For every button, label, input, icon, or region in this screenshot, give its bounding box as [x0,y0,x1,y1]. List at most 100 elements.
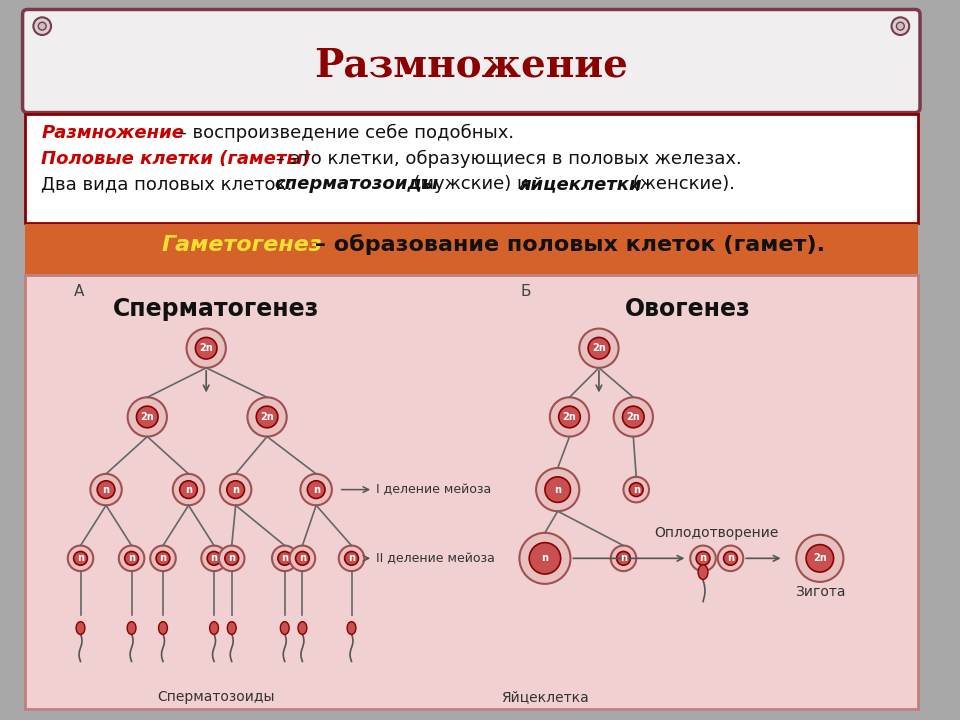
Circle shape [97,481,115,498]
Text: 2n: 2n [563,412,576,422]
Circle shape [616,552,631,565]
Text: – это клетки, образующиеся в половых железах.: – это клетки, образующиеся в половых жел… [270,149,742,168]
Circle shape [796,535,844,582]
Circle shape [545,477,570,503]
Text: сперматозоиды: сперматозоиды [274,175,438,193]
Ellipse shape [209,621,219,634]
Text: Гаметогенез: Гаметогенез [162,235,323,255]
Text: n: n [185,485,192,495]
Text: n: n [620,554,627,563]
Text: n: n [700,554,707,563]
Text: 2n: 2n [140,412,155,422]
Text: – образование половых клеток (гамет).: – образование половых клеток (гамет). [307,234,826,255]
Text: n: n [281,554,288,563]
Circle shape [225,552,239,565]
Circle shape [550,397,589,436]
Circle shape [696,552,709,565]
Circle shape [186,328,226,368]
Circle shape [219,546,245,571]
Ellipse shape [158,621,167,634]
Circle shape [128,397,167,436]
Circle shape [724,552,737,565]
Ellipse shape [127,621,136,634]
Circle shape [207,552,221,565]
Ellipse shape [348,621,356,634]
Text: яйцеклетки: яйцеклетки [519,175,642,193]
Ellipse shape [280,621,289,634]
Text: 2n: 2n [813,554,827,563]
Text: Два вида половых клеток:: Два вида половых клеток: [41,175,299,193]
Ellipse shape [76,621,84,634]
Ellipse shape [228,621,236,634]
Circle shape [68,546,93,571]
Circle shape [630,482,643,497]
Circle shape [339,546,364,571]
Circle shape [227,481,245,498]
Circle shape [519,533,570,584]
Circle shape [220,474,252,505]
Circle shape [119,546,144,571]
Circle shape [248,397,287,436]
FancyBboxPatch shape [25,114,918,222]
Ellipse shape [298,621,307,634]
Text: Сперматогенез: Сперматогенез [113,297,319,321]
Text: Яйцеклетка: Яйцеклетка [501,690,588,703]
Circle shape [588,338,610,359]
Text: n: n [103,485,109,495]
Circle shape [536,468,579,511]
Circle shape [300,474,332,505]
Text: 2n: 2n [592,343,606,354]
Circle shape [806,544,833,572]
Text: II деление мейоза: II деление мейоза [376,552,495,565]
Circle shape [74,552,87,565]
Circle shape [529,543,561,574]
Text: Сперматозоиды: Сперматозоиды [157,690,275,703]
Text: n: n [232,485,239,495]
Circle shape [125,552,138,565]
Text: Размножение: Размножение [314,47,628,84]
Circle shape [623,477,649,503]
Circle shape [690,546,716,571]
Circle shape [150,546,176,571]
Text: Оплодотворение: Оплодотворение [655,526,779,540]
Circle shape [897,22,904,30]
Circle shape [307,481,325,498]
Circle shape [579,328,618,368]
Text: n: n [541,554,548,563]
Circle shape [196,338,217,359]
Circle shape [202,546,227,571]
Circle shape [272,546,298,571]
Text: n: n [348,554,355,563]
Text: n: n [727,554,734,563]
Circle shape [290,546,315,571]
Circle shape [90,474,122,505]
Circle shape [296,552,309,565]
Circle shape [613,397,653,436]
Text: Овогенез: Овогенез [624,297,750,321]
Text: I деление мейоза: I деление мейоза [376,484,492,497]
Circle shape [559,406,580,428]
Circle shape [173,474,204,505]
Text: n: n [210,554,218,563]
Circle shape [622,406,644,428]
Circle shape [718,546,743,571]
FancyBboxPatch shape [25,274,918,708]
Text: (женские).: (женские). [628,175,735,193]
Text: Б: Б [520,284,531,300]
Text: n: n [128,554,135,563]
Circle shape [892,17,909,35]
Text: n: n [77,554,84,563]
FancyBboxPatch shape [25,223,918,274]
Circle shape [180,481,198,498]
Circle shape [34,17,51,35]
Text: n: n [633,485,639,495]
Text: n: n [299,554,306,563]
Text: n: n [554,485,562,495]
Circle shape [345,552,358,565]
Text: Размножение: Размножение [41,124,184,142]
Circle shape [38,22,46,30]
Text: – воспроизведение себе подобных.: – воспроизведение себе подобных. [172,124,514,142]
Text: Зигота: Зигота [795,585,845,598]
Circle shape [256,406,277,428]
Text: 2n: 2n [260,412,274,422]
